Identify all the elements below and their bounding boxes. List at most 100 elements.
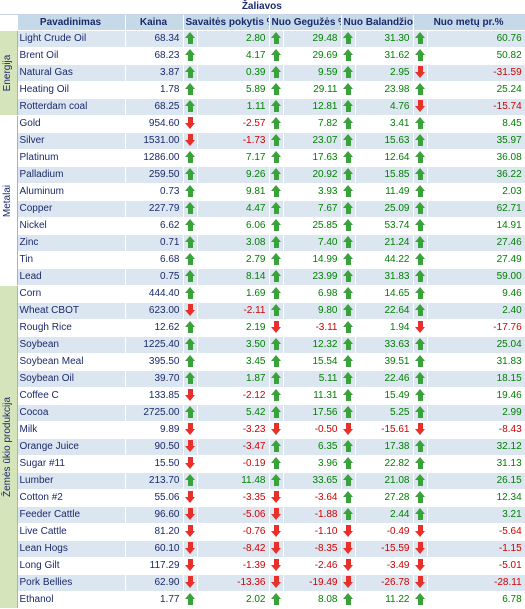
commodity-price: 444.40 [125, 285, 184, 303]
header-name: Pavadinimas [17, 14, 126, 31]
commodity-price: 0.71 [125, 234, 184, 252]
commodity-name: Rotterdam coal [16, 98, 126, 116]
up-arrow-icon [184, 372, 196, 385]
change-may: -8.35 [283, 540, 342, 558]
green-up-arrow-icon [341, 98, 356, 116]
up-arrow-icon [184, 219, 196, 232]
up-arrow-icon [342, 134, 354, 147]
green-up-arrow-icon [341, 64, 356, 82]
group-label: Žemės ūkio produkcija [2, 396, 14, 498]
change-april: 44.22 [355, 251, 414, 269]
change-may: 29.11 [283, 81, 342, 99]
green-up-arrow-icon [413, 455, 428, 473]
up-arrow-icon [414, 457, 426, 470]
change-april: 22.46 [355, 370, 414, 388]
down-arrow-icon [342, 525, 354, 538]
change-may: -3.64 [283, 489, 342, 507]
change-april: 53.74 [355, 217, 414, 235]
table-row: Zinc 0.71 3.08 7.40 21.24 27.46 [0, 234, 525, 252]
commodity-price: 1286.00 [125, 149, 184, 167]
up-arrow-icon [270, 389, 282, 402]
table-row: Wheat CBOT 623.00 -2.11 9.80 22.64 2.40 [0, 302, 525, 320]
green-up-arrow-icon [183, 98, 198, 116]
up-arrow-icon [270, 593, 282, 606]
up-arrow-icon [414, 219, 426, 232]
change-ytd: -31.59 [427, 64, 525, 82]
commodity-price: 68.25 [125, 98, 184, 116]
green-up-arrow-icon [269, 404, 284, 422]
table-row: Long Gilt 117.29 -1.39 -2.46 -3.49 -5.01 [0, 557, 525, 575]
green-up-arrow-icon [183, 81, 198, 99]
change-ytd: 36.22 [427, 166, 525, 184]
green-up-arrow-icon [341, 353, 356, 371]
change-week: 6.06 [197, 217, 270, 235]
red-down-arrow-icon [183, 438, 198, 456]
green-up-arrow-icon [183, 47, 198, 65]
green-up-arrow-icon [413, 217, 428, 235]
up-arrow-icon [184, 66, 196, 79]
up-arrow-icon [270, 219, 282, 232]
down-arrow-icon [184, 491, 196, 504]
change-week: -2.12 [197, 387, 270, 405]
change-april: -15.61 [355, 421, 414, 439]
green-up-arrow-icon [413, 591, 428, 609]
table-row: Aluminum 0.73 9.81 3.93 11.49 2.03 [0, 183, 525, 201]
commodity-name: Feeder Cattle [16, 506, 126, 524]
green-up-arrow-icon [269, 183, 284, 201]
green-up-arrow-icon [341, 234, 356, 252]
title-row: Žaliavos [0, 0, 525, 15]
green-up-arrow-icon [269, 81, 284, 99]
up-arrow-icon [270, 372, 282, 385]
change-april: 15.85 [355, 166, 414, 184]
commodity-price: 96.60 [125, 506, 184, 524]
table-row: Sugar #11 15.50 -0.19 3.96 22.82 31.13 [0, 455, 525, 473]
change-week: 9.81 [197, 183, 270, 201]
commodity-name: Lean Hogs [16, 540, 126, 558]
change-may: 14.99 [283, 251, 342, 269]
change-may: 33.65 [283, 472, 342, 490]
up-arrow-icon [414, 355, 426, 368]
red-down-arrow-icon [183, 506, 198, 524]
green-up-arrow-icon [341, 404, 356, 422]
change-ytd: -28.11 [427, 574, 525, 592]
red-down-arrow-icon [269, 319, 284, 337]
up-arrow-icon [184, 593, 196, 606]
green-up-arrow-icon [413, 387, 428, 405]
green-up-arrow-icon [183, 319, 198, 337]
up-arrow-icon [270, 66, 282, 79]
up-arrow-icon [414, 304, 426, 317]
up-arrow-icon [270, 168, 282, 181]
table-row: Soybean Meal 395.50 3.45 15.54 39.51 31.83 [0, 353, 525, 371]
down-arrow-icon [184, 117, 196, 130]
green-up-arrow-icon [341, 455, 356, 473]
up-arrow-icon [342, 32, 354, 45]
table-row: Natural Gas 3.87 0.39 9.59 2.95 -31.59 [0, 64, 525, 82]
commodity-name: Aluminum [16, 183, 126, 201]
group-label: Metalai [2, 184, 14, 217]
red-down-arrow-icon [269, 523, 284, 541]
up-arrow-icon [342, 440, 354, 453]
green-up-arrow-icon [341, 489, 356, 507]
green-up-arrow-icon [341, 370, 356, 388]
commodity-price: 213.70 [125, 472, 184, 490]
up-arrow-icon [414, 151, 426, 164]
change-may: 8.08 [283, 591, 342, 609]
green-up-arrow-icon [413, 268, 428, 286]
green-up-arrow-icon [341, 387, 356, 405]
down-arrow-icon [414, 66, 426, 79]
red-down-arrow-icon [341, 574, 356, 592]
up-arrow-icon [342, 406, 354, 419]
commodity-name: Milk [16, 421, 126, 439]
up-arrow-icon [414, 270, 426, 283]
change-april: 27.28 [355, 489, 414, 507]
green-up-arrow-icon [413, 285, 428, 303]
green-up-arrow-icon [269, 438, 284, 456]
up-arrow-icon [270, 185, 282, 198]
up-arrow-icon [270, 457, 282, 470]
commodity-price: 117.29 [125, 557, 184, 575]
table-row: Palladium 259.50 9.26 20.92 15.85 36.22 [0, 166, 525, 184]
table-row: Rotterdam coal 68.25 1.11 12.81 4.76 -15.74 [0, 98, 525, 116]
green-up-arrow-icon [341, 302, 356, 320]
change-april: 11.22 [355, 591, 414, 609]
green-up-arrow-icon [269, 387, 284, 405]
